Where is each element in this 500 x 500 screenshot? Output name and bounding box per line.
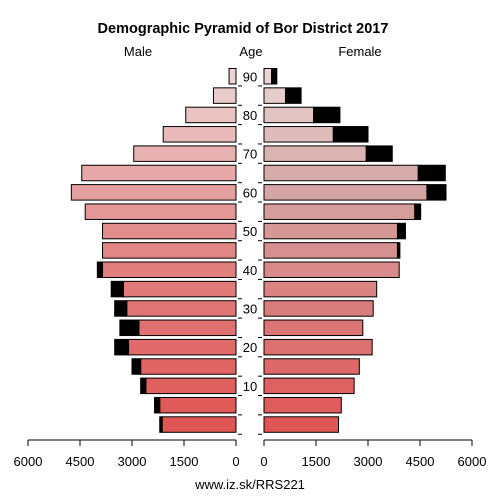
female-bar-90+ [263,68,273,85]
axes-group: 6000 4500 3000 1500 0 0 1500 3000 4500 6000 10 20 30… [14,69,487,469]
male-bar-50-54 [102,222,237,240]
male-bar-60-64 [70,184,237,201]
male-x-tick-label: 3000 [118,454,147,469]
female-excess-bar-55-59 [414,203,422,220]
female-excess-bar-45-49 [396,242,401,259]
female-bar-60-64 [263,184,428,201]
male-excess-bar-35-39 [110,280,124,298]
age-tick-label: 80 [243,108,257,123]
male-bar-0-4 [161,416,237,433]
male-label: Male [124,44,152,59]
male-excess-bar-10-14 [140,377,147,395]
female-x-tick-label: 0 [260,454,267,469]
female-bar-80-84 [263,106,315,124]
male-bar-25-29 [138,319,237,337]
female-excess-bar-70-74 [365,145,393,162]
male-bar-35-39 [122,280,237,298]
age-label: Age [239,44,262,59]
female-excess-bar-75-79 [332,126,369,143]
male-bar-70-74 [133,145,237,162]
age-tick-label: 20 [243,340,257,355]
female-bar-20-24 [263,338,373,356]
female-bar-70-74 [263,145,367,162]
source-label: www.iz.sk/RRS221 [194,477,305,492]
male-bar-85-89 [212,87,237,104]
male-bar-55-59 [84,203,237,220]
male-bar-65-69 [81,164,237,182]
male-excess-bar-15-19 [131,358,142,375]
male-excess-bar-0-4 [159,416,163,433]
male-x-tick-label: 6000 [14,454,43,469]
male-bar-90+ [228,68,237,85]
female-x-tick-label: 1500 [302,454,331,469]
male-excess-bar-25-29 [119,319,140,337]
age-tick-label: 30 [243,301,257,316]
female-excess-bar-85-89 [284,87,302,104]
female-bar-55-59 [263,203,416,220]
female-excess-bar-90+ [271,68,278,85]
age-tick-label: 10 [243,379,257,394]
female-x-tick-label: 3000 [354,454,383,469]
female-bar-65-69 [263,164,419,182]
male-bar-15-19 [140,358,237,375]
male-bar-45-49 [102,242,237,259]
male-excess-bar-30-34 [114,300,128,317]
female-bar-35-39 [263,280,378,298]
bars-group [70,68,447,433]
male-x-tick-label: 1500 [170,454,199,469]
chart-title: Demographic Pyramid of Bor District 2017 [98,21,389,37]
female-excess-bar-50-54 [396,222,406,240]
female-label: Female [338,44,381,59]
male-excess-bar-5-9 [154,396,161,414]
male-excess-bar-20-24 [114,338,130,356]
female-excess-bar-60-64 [426,184,447,201]
female-excess-bar-80-84 [313,106,341,124]
male-bar-30-34 [126,300,237,317]
female-bar-0-4 [263,416,340,433]
male-bar-80-84 [185,106,237,124]
age-tick-label: 50 [243,224,257,239]
female-bar-45-49 [263,242,398,259]
female-bar-5-9 [263,396,342,414]
age-tick-label: 70 [243,147,257,162]
male-x-tick-label: 4500 [66,454,95,469]
female-bar-15-19 [263,358,360,375]
female-bar-30-34 [263,300,374,317]
female-bar-40-44 [263,261,400,278]
female-x-tick-label: 4500 [406,454,435,469]
female-excess-bar-65-69 [417,164,446,182]
male-bar-5-9 [159,396,237,414]
age-tick-label: 60 [243,185,257,200]
age-tick-label: 40 [243,263,257,278]
male-bar-20-24 [128,338,237,356]
male-excess-bar-40-44 [96,261,104,278]
female-bar-75-79 [263,126,334,143]
age-tick-label: 90 [243,69,257,84]
male-bar-75-79 [162,126,237,143]
female-bar-10-14 [263,377,355,395]
male-bar-40-44 [102,261,237,278]
female-x-tick-label: 6000 [458,454,487,469]
female-bar-85-89 [263,87,286,104]
female-bar-25-29 [263,319,364,337]
female-bar-50-54 [263,222,398,240]
male-x-tick-label: 0 [232,454,239,469]
male-bar-10-14 [145,377,237,395]
